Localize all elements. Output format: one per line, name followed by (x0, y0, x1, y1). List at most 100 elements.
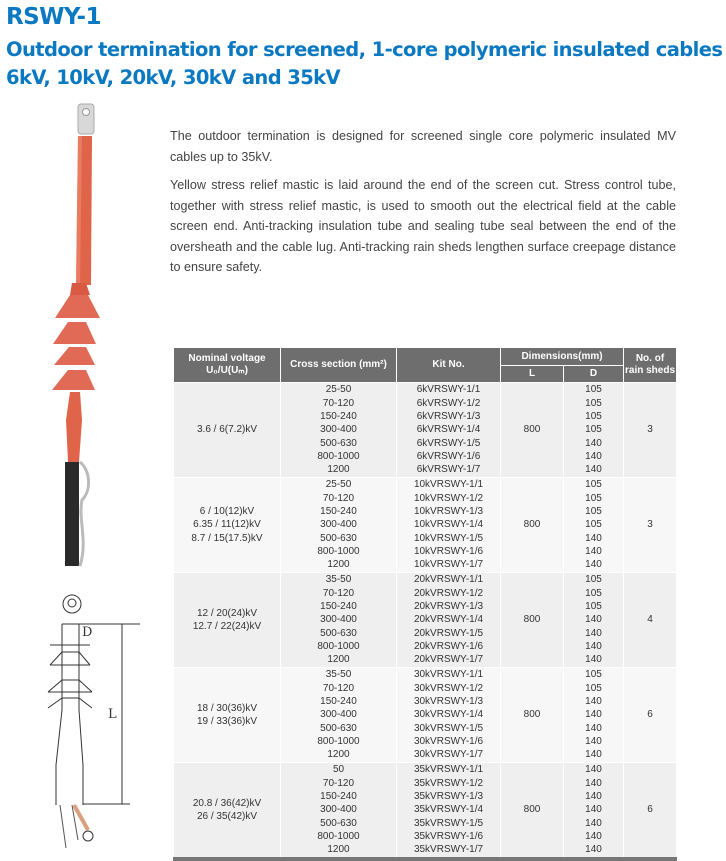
voltage-cell-value: 12 / 20(24)kV (196, 607, 258, 619)
kit-cell-value: 6kVRSWY-1/7 (416, 464, 481, 476)
diameter-cell-value: 140 (585, 545, 602, 557)
cross-section-cell-value: 150-240 (320, 411, 357, 423)
diameter-cell-value: 105 (585, 492, 602, 504)
diameter-cell-value: 105 (585, 397, 602, 409)
length-cell: 800 (500, 572, 564, 668)
cross-section-cell-value: 500-630 (320, 437, 357, 449)
cross-section-cell: 35-50 70-120 150-240 300-400 500-630 800-1000… (280, 572, 397, 668)
cross-section-cell-value: 300-400 (320, 614, 357, 626)
diameter-cell-value: 140 (585, 749, 602, 761)
kit-cell-value: 6kVRSWY-1/2 (416, 397, 481, 409)
diameter-cell-value: 140 (585, 640, 602, 652)
kit-cell-value: 10kVRSWY-1/1 (413, 479, 484, 491)
kit-cell-value: 20kVRSWY-1/2 (413, 587, 484, 599)
header-length: L (500, 365, 564, 383)
voltage-cell-value: 8.7 / 15(17.5)kV (191, 532, 263, 544)
diameter-cell: 105 105 105 105 140 140 140 (563, 477, 624, 573)
voltage-cell-value: 19 / 33(36)kV (196, 716, 258, 727)
voltage-cell-value: 12.7 / 22(24)kV (192, 621, 262, 632)
length-cell: 800 (500, 382, 564, 478)
cable-lug (77, 103, 95, 135)
kit-cell-value: 20kVRSWY-1/5 (413, 627, 484, 639)
diameter-cell-value: 140 (585, 844, 602, 856)
length-label: L (108, 707, 117, 722)
diameter-cell-value: 140 (585, 722, 602, 734)
table-row: 12 / 20(24)kV 12.7 / 22(24)kV 35-50 70-120 1… (173, 572, 677, 668)
kit-cell-value: 20kVRSWY-1/7 (413, 654, 484, 666)
kit-cell-value: 35kVRSWY-1/2 (413, 777, 484, 789)
diameter-cell: 105 105 105 105 140 140 140 (563, 382, 624, 478)
cross-section-cell-value: 800-1000 (317, 450, 360, 462)
header-diameter: D (563, 365, 624, 383)
header-dimensions: Dimensions(mm) (500, 347, 624, 366)
voltage-cell-value: 3.6 / 6(7.2)kV (196, 424, 258, 436)
voltage-cell: 3.6 / 6(7.2)kV (173, 382, 281, 478)
cross-section-cell-value: 70-120 (322, 682, 355, 694)
kit-cell-value: 6kVRSWY-1/3 (416, 411, 481, 423)
kit-cell-value: 35kVRSWY-1/5 (413, 817, 484, 829)
diameter-cell-value: 140 (585, 437, 602, 449)
cross-section-cell: 50 70-120 150-240 300-400 500-630 800-1000 120… (280, 762, 397, 860)
cross-section-cell: 35-50 70-120 150-240 300-400 500-630 800-1000… (280, 667, 397, 763)
cross-section-cell-value: 35-50 (325, 574, 352, 586)
cross-section-cell-value: 800-1000 (317, 545, 360, 557)
kit-cell-value: 30kVRSWY-1/7 (413, 749, 484, 761)
diameter-cell-value: 105 (585, 669, 602, 681)
kit-cell-value: 6kVRSWY-1/1 (416, 384, 481, 396)
length-cell: 800 (500, 667, 564, 763)
cross-section-cell-value: 70-120 (322, 492, 355, 504)
cross-section-cell-value: 70-120 (322, 397, 355, 409)
cross-section-cell-value: 25-50 (325, 384, 352, 396)
header-cross-section: Cross section (mm²) (280, 347, 397, 383)
cross-section-cell-value: 800-1000 (317, 735, 360, 747)
kit-cell-value: 10kVRSWY-1/4 (413, 519, 484, 531)
length-cell: 800 (500, 477, 564, 573)
rain-sheds-cell: 6 (623, 762, 677, 860)
diameter-label: D (82, 625, 92, 640)
diameter-cell: 140 140 140 140 140 140 140 (563, 762, 624, 860)
kit-cell-value: 6kVRSWY-1/4 (416, 424, 481, 436)
voltage-cell: 18 / 30(36)kV 19 / 33(36)kV (173, 667, 281, 763)
rain-sheds-cell: 4 (623, 572, 677, 668)
cross-section-cell-value: 1200 (327, 844, 350, 856)
table-row: 3.6 / 6(7.2)kV 25-50 70-120 150-240 300-400 5… (173, 382, 677, 478)
cross-section-cell-value: 500-630 (320, 722, 357, 734)
cross-section-cell-value: 1200 (327, 464, 350, 476)
cross-section-cell-value: 300-400 (320, 709, 357, 721)
diameter-cell-value: 140 (585, 614, 602, 626)
cross-section-cell-value: 500-630 (320, 817, 357, 829)
kit-cell-value: 30kVRSWY-1/4 (413, 709, 484, 721)
voltage-cell-value: 6.35 / 11(12)kV (193, 519, 261, 531)
product-code: RSWY-1 (6, 4, 101, 30)
diameter-cell-value: 140 (585, 830, 602, 842)
diameter-cell-value: 105 (585, 601, 602, 613)
kit-cell: 10kVRSWY-1/1 10kVRSWY-1/2 10kVRSWY-1/3 10kV… (396, 477, 501, 573)
voltage-cell: 12 / 20(24)kV 12.7 / 22(24)kV (173, 572, 281, 668)
diameter-cell-value: 140 (585, 709, 602, 721)
voltage-cell: 20.8 / 36(42)kV 26 / 35(42)kV (173, 762, 281, 860)
diameter-cell-value: 140 (585, 764, 602, 776)
diameter-cell-value: 105 (585, 411, 602, 423)
rain-sheds (52, 295, 100, 390)
kit-cell-value: 35kVRSWY-1/3 (413, 791, 484, 803)
length-cell: 800 (500, 762, 564, 860)
voltage-cell-value: 26 / 35(42)kV (196, 811, 258, 822)
diameter-cell-value: 105 (585, 519, 602, 531)
cross-section-cell-value: 35-50 (325, 669, 352, 681)
diameter-cell-value: 105 (585, 479, 602, 491)
diameter-cell: 105 105 140 140 140 140 140 (563, 667, 624, 763)
diameter-cell-value: 140 (585, 559, 602, 571)
diameter-cell-value: 140 (585, 654, 602, 666)
cross-section-cell-value: 1200 (327, 654, 350, 666)
product-subtitle: Outdoor termination for screened, 1-core… (6, 38, 723, 61)
kit-cell-value: 35kVRSWY-1/6 (413, 830, 484, 842)
rain-sheds-cell: 3 (623, 382, 677, 478)
cross-section-cell: 25-50 70-120 150-240 300-400 500-630 800-1000… (280, 477, 397, 573)
cross-section-cell-value: 50 (332, 764, 345, 776)
diameter-cell-value: 105 (585, 384, 602, 396)
diameter-cell-value: 140 (585, 450, 602, 462)
voltage-cell-value: 18 / 30(36)kV (196, 702, 258, 714)
cross-section-cell-value: 150-240 (320, 791, 357, 803)
kit-cell: 35kVRSWY-1/1 35kVRSWY-1/2 35kVRSWY-1/3 35kV… (396, 762, 501, 860)
diameter-cell-value: 140 (585, 532, 602, 544)
